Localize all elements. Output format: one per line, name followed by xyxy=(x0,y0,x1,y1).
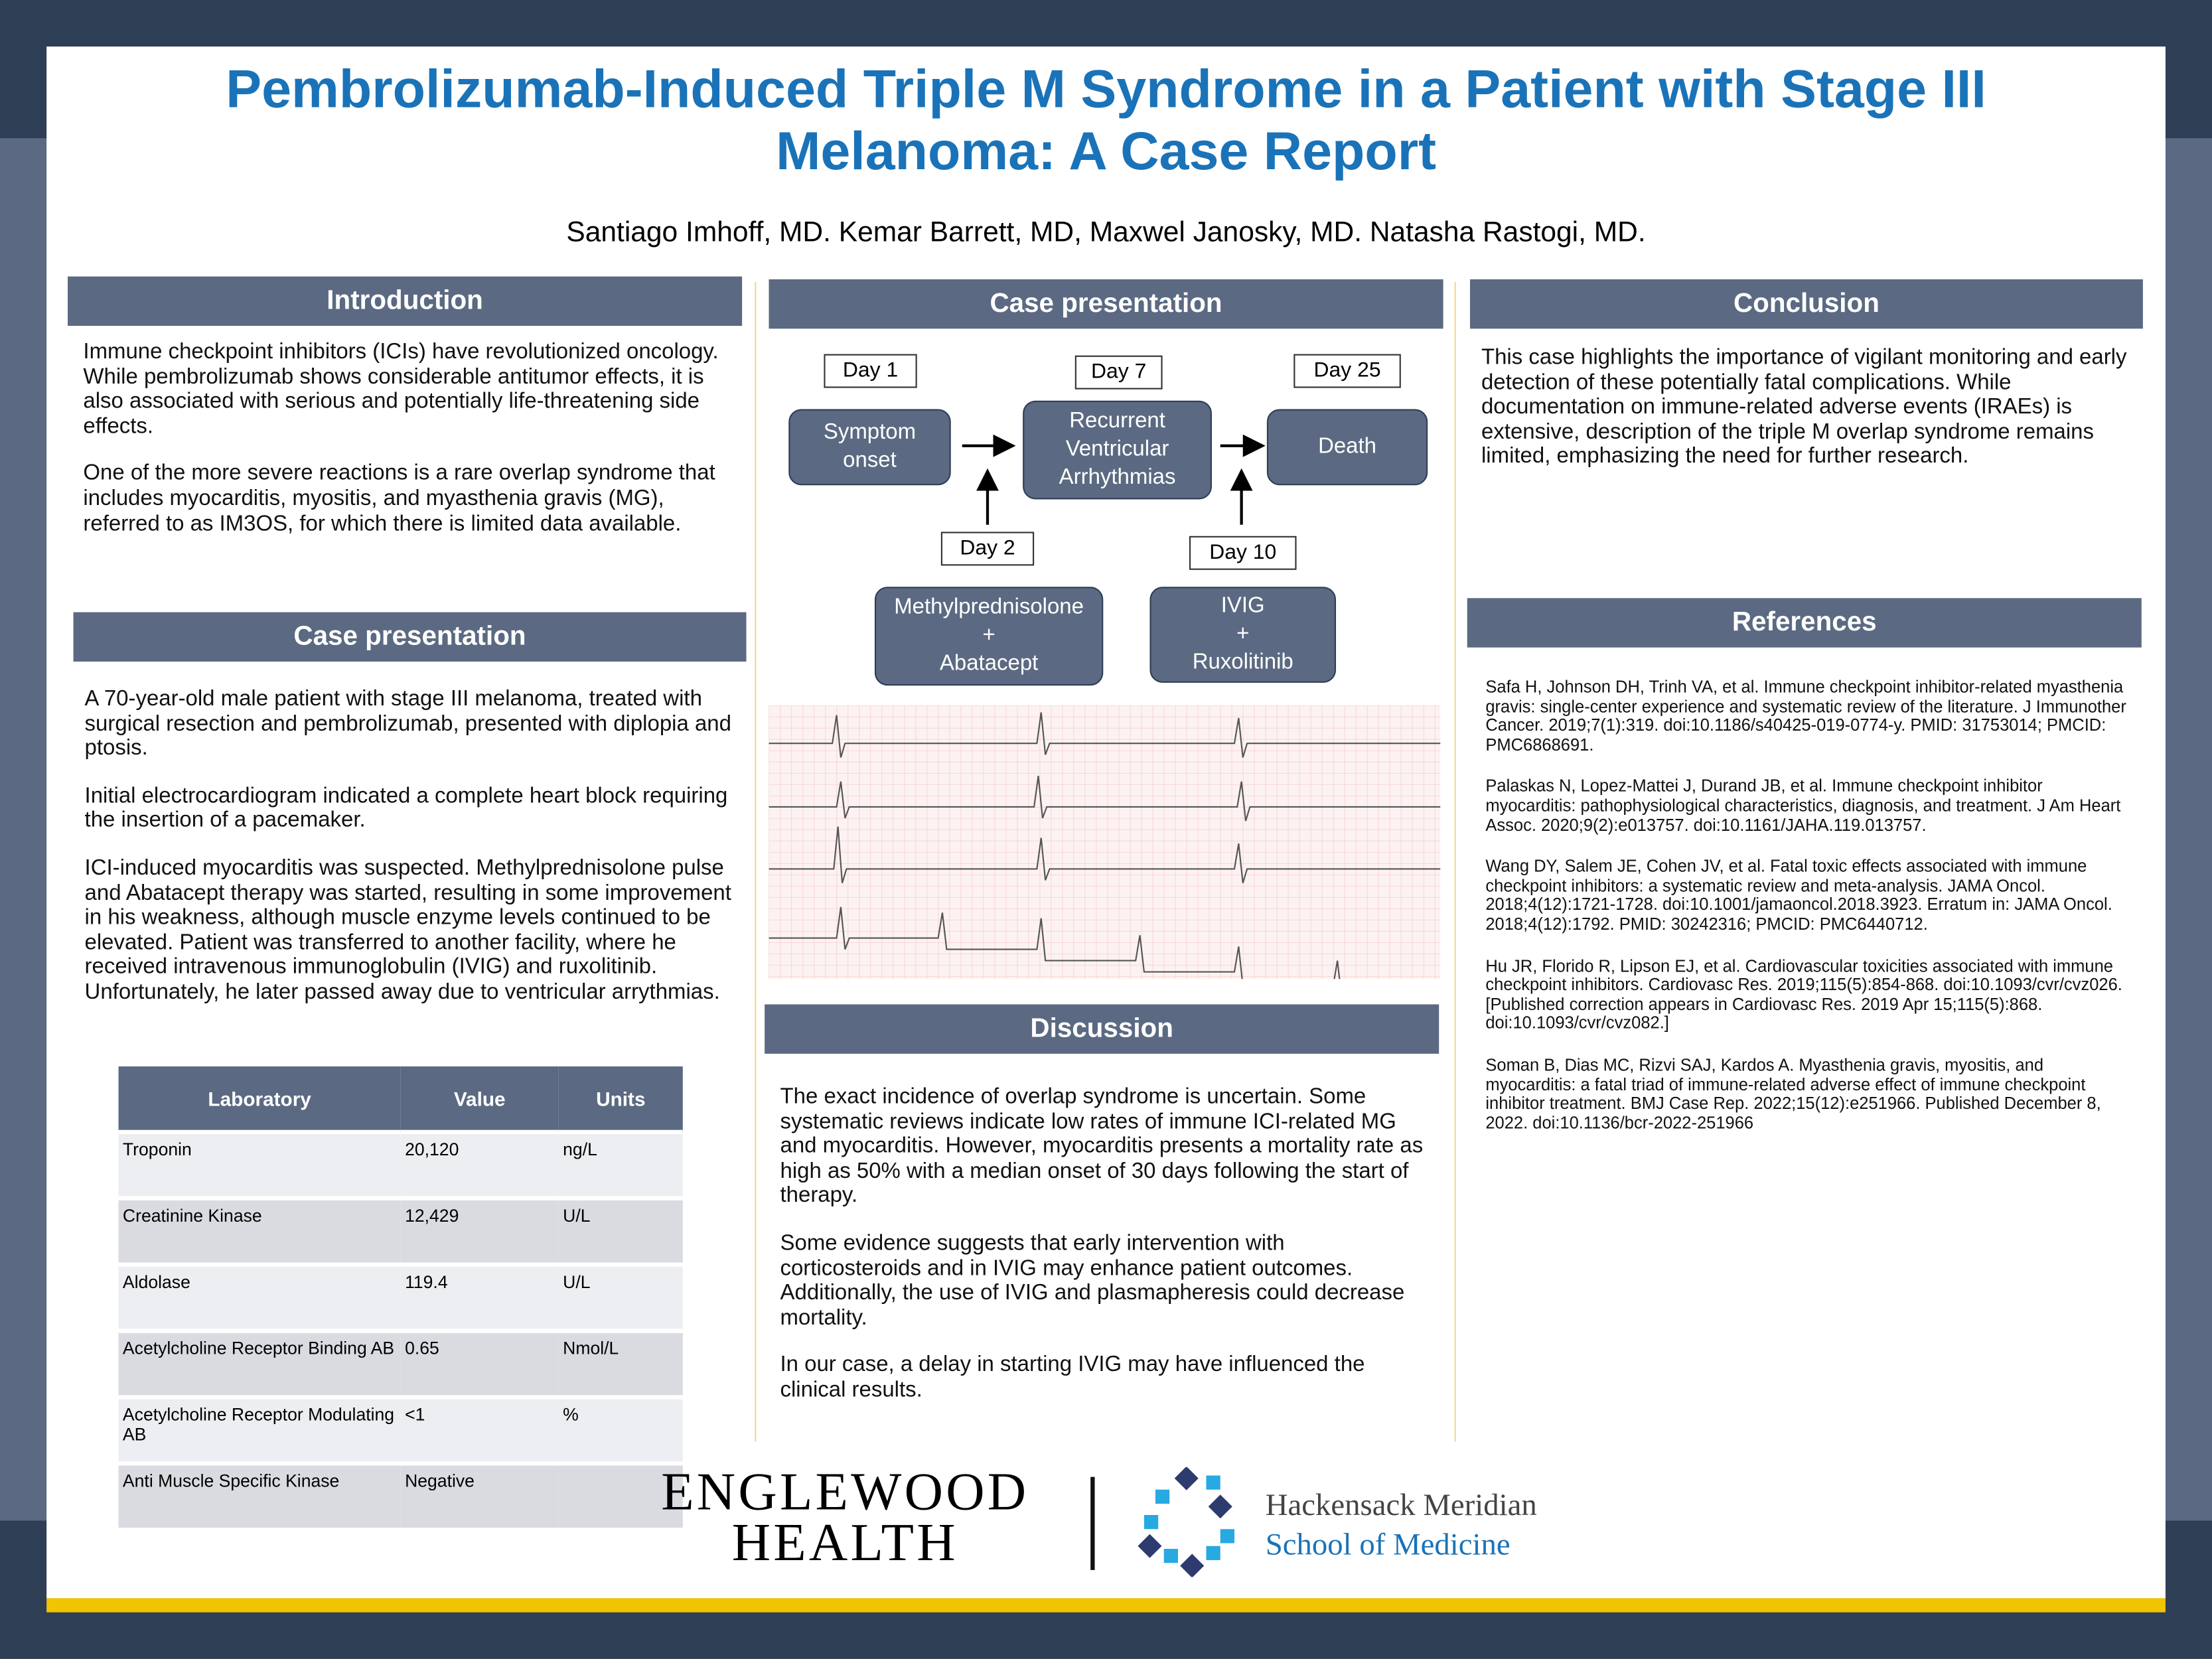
table-row: Aldolase 119.4 U/L xyxy=(118,1262,683,1331)
paragraph: Initial electrocardiogram indicated a co… xyxy=(84,784,728,833)
day-label: Day 2 xyxy=(940,532,1035,566)
timeline-box: Symptom onset xyxy=(788,409,951,486)
paragraph: The exact incidence of overlap syndrome … xyxy=(780,1084,1424,1208)
title: Pembrolizumab-Induced Triple M Syndrome … xyxy=(226,60,1986,182)
box-line: + xyxy=(982,623,995,648)
box-line: Abatacept xyxy=(939,652,1039,676)
paragraph: Immune checkpoint inhibitors (ICIs) have… xyxy=(83,340,719,439)
table-cell: Nmol/L xyxy=(558,1329,683,1398)
box-line: onset xyxy=(843,448,897,473)
table-row: Troponin 20,120 ng/L xyxy=(118,1129,683,1198)
table-cell: 119.4 xyxy=(400,1262,559,1331)
paragraph: Some evidence suggests that early interv… xyxy=(780,1231,1405,1331)
table-cell: Acetylcholine Receptor Binding AB xyxy=(118,1329,401,1398)
table-cell: Aldolase xyxy=(118,1262,401,1331)
table-row: Acetylcholine Receptor Binding AB 0.65 Nmo… xyxy=(118,1329,683,1398)
table-cell: 12,429 xyxy=(400,1196,559,1265)
ecg xyxy=(769,705,1441,979)
timeline-box: IVIG + Ruxolitinib xyxy=(1149,587,1337,683)
table-cell: U/L xyxy=(558,1262,683,1331)
header-cell: Units xyxy=(558,1066,683,1132)
table-cell: Acetylcholine Receptor Modulating AB xyxy=(118,1395,401,1464)
box-line: Ventricular xyxy=(1065,437,1169,462)
header-cell: Value xyxy=(400,1066,559,1132)
lab-table: Laboratory Value Units Troponin 20,120 ng/L Cr… xyxy=(118,1066,683,1528)
authors: Santiago Imhoff, MD. Kemar Barrett, MD, … xyxy=(566,217,1646,249)
table-row: Creatinine Kinase 12,429 U/L xyxy=(118,1196,683,1265)
day-label: Day 25 xyxy=(1293,354,1401,388)
logo-mark xyxy=(1138,1467,1234,1577)
section-heading: Discussion xyxy=(765,1004,1439,1054)
table-cell: 0.65 xyxy=(400,1329,559,1398)
logo-text: ENGLEWOOD xyxy=(661,1463,1029,1522)
table-cell: % xyxy=(558,1395,683,1464)
paragraph: A 70-year-old male patient with stage II… xyxy=(84,687,731,761)
logo-text: Hackensack Meridian xyxy=(1265,1486,1537,1522)
day-label: Day 10 xyxy=(1189,536,1297,570)
paragraph: Soman B, Dias MC, Rizvi SAJ, Kardos A. M… xyxy=(1485,1054,2101,1133)
paragraph: Wang DY, Salem JE, Cohen JV, et al. Fata… xyxy=(1485,856,2112,934)
logo-right: Hackensack Meridian School of Medicine xyxy=(1266,1485,1537,1564)
paragraph: Safa H, Johnson DH, Trinh VA, et al. Imm… xyxy=(1485,677,2126,755)
paragraph: Hu JR, Florido R, Lipson EJ, et al. Card… xyxy=(1485,956,2122,1033)
logo-text: School of Medicine xyxy=(1265,1526,1511,1562)
section-text: A 70-year-old male patient with stage II… xyxy=(85,687,734,1027)
table-cell: Creatinine Kinase xyxy=(118,1196,401,1265)
timeline-box: Recurrent Ventricular Arrhythmias xyxy=(1023,400,1212,500)
paragraph: Palaskas N, Lopez-Mattei J, Durand JB, e… xyxy=(1485,776,2121,835)
table-cell: 20,120 xyxy=(400,1129,559,1198)
section-heading: Conclusion xyxy=(1469,279,2143,329)
table-cell: ng/L xyxy=(558,1129,683,1198)
table-cell xyxy=(558,1461,683,1528)
section-text: The exact incidence of overlap syndrome … xyxy=(780,1085,1430,1425)
divider xyxy=(1454,282,1456,1442)
section-heading: References xyxy=(1467,598,2142,648)
box-line: Symptom xyxy=(823,420,917,445)
logo-text: HEALTH xyxy=(731,1513,958,1573)
table-cell: Troponin xyxy=(118,1129,401,1198)
logo-left: ENGLEWOOD HEALTH xyxy=(621,1463,1069,1573)
box-line: IVIG xyxy=(1220,593,1265,618)
header-row: Laboratory Value Units xyxy=(118,1066,683,1132)
table-row: Anti Muscle Specific Kinase Negative xyxy=(118,1461,683,1528)
paragraph: In our case, a delay in starting IVIG ma… xyxy=(780,1353,1365,1402)
section-heading: Introduction xyxy=(68,276,743,326)
box-line: Death xyxy=(1318,434,1377,459)
divider xyxy=(755,282,757,1442)
references-text: Safa H, Johnson DH, Trinh VA, et al. Imm… xyxy=(1485,678,2134,1155)
day-label: Day 7 xyxy=(1074,355,1163,390)
section-text: Immune checkpoint inhibitors (ICIs) have… xyxy=(83,340,732,559)
box-line: Ruxolitinib xyxy=(1192,650,1293,675)
box-line: Recurrent xyxy=(1069,409,1165,433)
header-cell: Laboratory xyxy=(118,1066,401,1132)
day-label: Day 1 xyxy=(824,354,917,388)
section-text: This case highlights the importance of v… xyxy=(1481,346,2133,492)
table-cell: Anti Muscle Specific Kinase xyxy=(118,1461,401,1528)
timeline-box: Death xyxy=(1266,409,1428,486)
timeline-box: Methylprednisolone + Abatacept xyxy=(874,587,1104,686)
paragraph: ICI-induced myocarditis was suspected. M… xyxy=(84,856,731,1005)
table-cell: <1 xyxy=(400,1395,559,1464)
section-heading: Case presentation xyxy=(769,279,1443,329)
paragraph: One of the more severe reactions is a ra… xyxy=(83,461,715,536)
box-line: Arrhythmias xyxy=(1059,465,1176,490)
paragraph: This case highlights the importance of v… xyxy=(1481,345,2127,469)
logo-divider xyxy=(1090,1477,1095,1570)
section-heading: Case presentation xyxy=(73,612,747,662)
box-line: + xyxy=(1236,622,1250,646)
table-row: Acetylcholine Receptor Modulating AB <1% xyxy=(118,1395,683,1464)
table-cell: Negative xyxy=(400,1461,559,1528)
box-line: Methylprednisolone xyxy=(894,595,1084,620)
yellow-strip xyxy=(46,1598,2166,1613)
table-cell: U/L xyxy=(558,1196,683,1265)
